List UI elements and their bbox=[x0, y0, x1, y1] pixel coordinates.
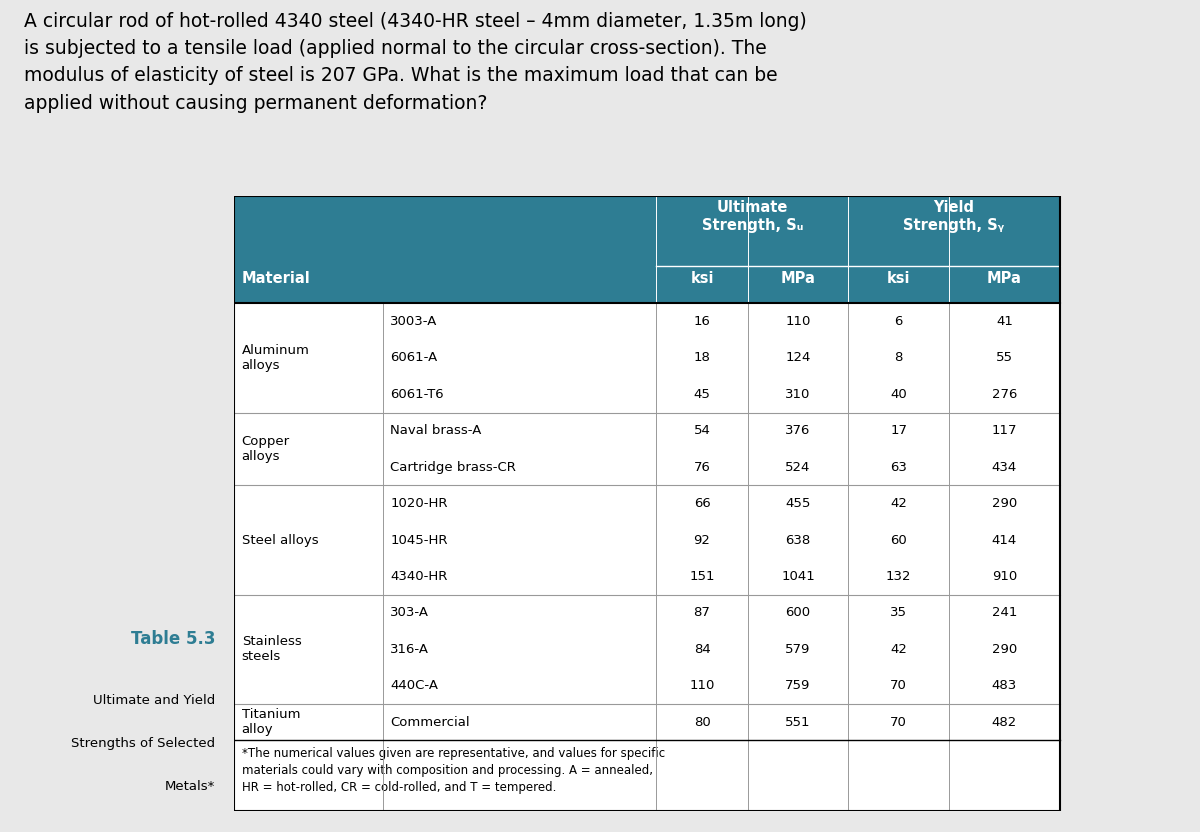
Text: 45: 45 bbox=[694, 388, 710, 401]
Text: 132: 132 bbox=[886, 570, 912, 583]
Text: 241: 241 bbox=[991, 607, 1018, 619]
Bar bbox=[234, 196, 1060, 303]
Text: 110: 110 bbox=[689, 679, 715, 692]
Text: Steel alloys: Steel alloys bbox=[241, 533, 318, 547]
Text: Material: Material bbox=[241, 271, 311, 286]
Text: 63: 63 bbox=[890, 461, 907, 473]
Text: Ultimate
Strength, Sᵤ: Ultimate Strength, Sᵤ bbox=[702, 201, 803, 234]
Text: 310: 310 bbox=[785, 388, 811, 401]
Text: 551: 551 bbox=[785, 716, 811, 729]
Text: 455: 455 bbox=[785, 497, 811, 510]
Text: 600: 600 bbox=[786, 607, 810, 619]
Bar bbox=[234, 631, 1060, 667]
Text: 151: 151 bbox=[689, 570, 715, 583]
Text: 1045-HR: 1045-HR bbox=[390, 533, 448, 547]
Text: 579: 579 bbox=[785, 643, 811, 656]
Text: 17: 17 bbox=[890, 424, 907, 438]
Text: 70: 70 bbox=[890, 716, 907, 729]
Text: 6061-T6: 6061-T6 bbox=[390, 388, 444, 401]
Text: ksi: ksi bbox=[887, 271, 911, 286]
Text: 3003-A: 3003-A bbox=[390, 315, 438, 328]
Text: 60: 60 bbox=[890, 533, 907, 547]
Text: Naval brass-A: Naval brass-A bbox=[390, 424, 482, 438]
Text: 54: 54 bbox=[694, 424, 710, 438]
Text: 92: 92 bbox=[694, 533, 710, 547]
Text: 910: 910 bbox=[991, 570, 1018, 583]
Text: Metals*: Metals* bbox=[164, 780, 215, 793]
Text: 290: 290 bbox=[991, 497, 1018, 510]
Bar bbox=[234, 558, 1060, 595]
Text: 84: 84 bbox=[694, 643, 710, 656]
Text: 1020-HR: 1020-HR bbox=[390, 497, 448, 510]
Text: 1041: 1041 bbox=[781, 570, 815, 583]
Text: 8: 8 bbox=[895, 351, 902, 364]
Text: 434: 434 bbox=[991, 461, 1018, 473]
Text: 6: 6 bbox=[895, 315, 902, 328]
Text: 18: 18 bbox=[694, 351, 710, 364]
Text: Copper
alloys: Copper alloys bbox=[241, 435, 290, 463]
Text: 124: 124 bbox=[785, 351, 811, 364]
Text: Yield
Strength, Sᵧ: Yield Strength, Sᵧ bbox=[904, 201, 1004, 234]
Text: 41: 41 bbox=[996, 315, 1013, 328]
Text: Stainless
steels: Stainless steels bbox=[241, 636, 301, 663]
Text: 42: 42 bbox=[890, 497, 907, 510]
Text: 482: 482 bbox=[991, 716, 1018, 729]
Bar bbox=[234, 704, 1060, 740]
Text: 40: 40 bbox=[890, 388, 907, 401]
Bar bbox=[234, 522, 1060, 558]
Text: 483: 483 bbox=[991, 679, 1018, 692]
Bar bbox=[234, 740, 1060, 811]
Text: A circular rod of hot-rolled 4340 steel (4340-HR steel – 4mm diameter, 1.35m lon: A circular rod of hot-rolled 4340 steel … bbox=[24, 12, 806, 112]
Text: 110: 110 bbox=[785, 315, 811, 328]
Text: 76: 76 bbox=[694, 461, 710, 473]
Text: 303-A: 303-A bbox=[390, 607, 430, 619]
Text: 55: 55 bbox=[996, 351, 1013, 364]
Text: Commercial: Commercial bbox=[390, 716, 470, 729]
Text: 35: 35 bbox=[890, 607, 907, 619]
Text: 440C-A: 440C-A bbox=[390, 679, 438, 692]
Text: 66: 66 bbox=[694, 497, 710, 510]
Text: MPa: MPa bbox=[780, 271, 816, 286]
Text: 638: 638 bbox=[785, 533, 811, 547]
Text: Table 5.3: Table 5.3 bbox=[131, 630, 215, 648]
Bar bbox=[234, 667, 1060, 704]
Bar bbox=[234, 196, 1060, 811]
Text: 4340-HR: 4340-HR bbox=[390, 570, 448, 583]
Bar bbox=[234, 449, 1060, 485]
Text: Strengths of Selected: Strengths of Selected bbox=[71, 737, 215, 750]
Bar bbox=[234, 339, 1060, 376]
Text: 414: 414 bbox=[991, 533, 1018, 547]
Bar bbox=[234, 595, 1060, 631]
Text: 524: 524 bbox=[785, 461, 811, 473]
Bar bbox=[234, 376, 1060, 413]
Text: 42: 42 bbox=[890, 643, 907, 656]
Text: 759: 759 bbox=[785, 679, 811, 692]
Text: MPa: MPa bbox=[986, 271, 1022, 286]
Text: 290: 290 bbox=[991, 643, 1018, 656]
Text: 117: 117 bbox=[991, 424, 1018, 438]
Bar bbox=[234, 413, 1060, 449]
Text: Aluminum
alloys: Aluminum alloys bbox=[241, 344, 310, 372]
Text: 316-A: 316-A bbox=[390, 643, 430, 656]
Text: Ultimate and Yield: Ultimate and Yield bbox=[94, 694, 215, 707]
Bar bbox=[234, 303, 1060, 339]
Text: Cartridge brass-CR: Cartridge brass-CR bbox=[390, 461, 516, 473]
Text: 276: 276 bbox=[991, 388, 1018, 401]
Text: 6061-A: 6061-A bbox=[390, 351, 438, 364]
Text: 87: 87 bbox=[694, 607, 710, 619]
Text: ksi: ksi bbox=[690, 271, 714, 286]
Text: 70: 70 bbox=[890, 679, 907, 692]
Text: 80: 80 bbox=[694, 716, 710, 729]
Text: 376: 376 bbox=[785, 424, 811, 438]
Text: 16: 16 bbox=[694, 315, 710, 328]
Text: *The numerical values given are representative, and values for specific
material: *The numerical values given are represen… bbox=[241, 746, 665, 794]
Bar bbox=[234, 485, 1060, 522]
Text: Titanium
alloy: Titanium alloy bbox=[241, 708, 300, 736]
